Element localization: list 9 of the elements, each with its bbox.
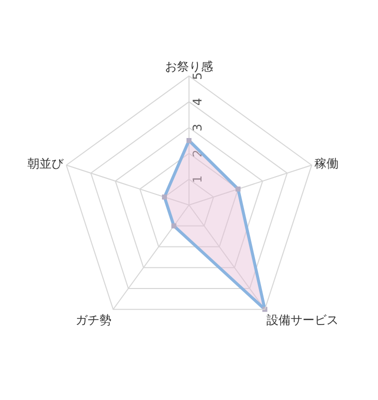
spoke-label: お祭り感: [165, 60, 213, 74]
y-tick-label: 5: [190, 72, 204, 80]
y-tick-label: 1: [190, 175, 204, 184]
spoke-label: ガチ勢: [75, 312, 112, 327]
y-tick-label: 3: [190, 124, 204, 132]
spoke-label: 朝並び: [28, 156, 65, 170]
spoke-label: 稼働: [314, 156, 338, 170]
spoke-label: 設備サービス: [266, 312, 339, 327]
y-tick-label: 4: [190, 98, 204, 106]
